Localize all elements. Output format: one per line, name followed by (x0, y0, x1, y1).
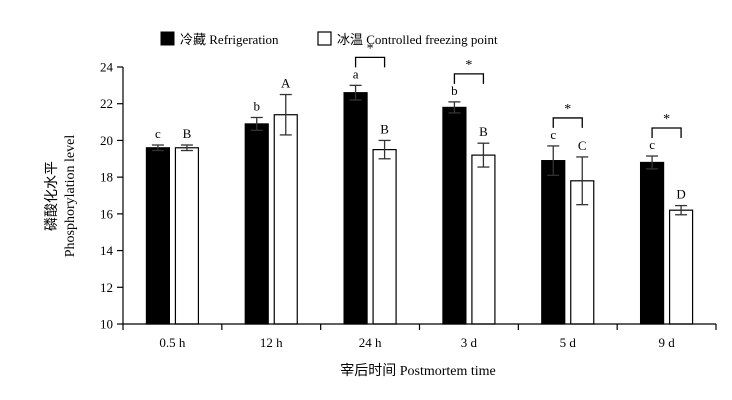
y-axis-title: 磷酸化水平 Phosphorylation level (44, 135, 78, 258)
legend-swatch-controlled-freezing (317, 31, 332, 46)
y-tick-label: 24 (100, 60, 114, 75)
error-bars (151, 84, 688, 216)
y-axis-title-cn: 磷酸化水平 (44, 161, 60, 231)
x-axis-ticks: 0.5 h 12 h 24 h 3 d 5 d 9 d (122, 324, 717, 350)
bar-controlled-freezing (372, 149, 397, 325)
x-tick-label: 24 h (359, 335, 382, 350)
x-tick-label: 12 h (260, 335, 283, 350)
legend: 冷藏 Refrigeration 冰温 Controlled freezing … (160, 31, 498, 47)
legend-label-controlled-freezing: 冰温 Controlled freezing point (337, 32, 498, 47)
bar-refrigeration (541, 160, 566, 325)
significance-bracket (552, 117, 583, 128)
x-tick-label: 5 d (560, 335, 577, 350)
axes (122, 67, 716, 325)
significance-letter: c (649, 137, 655, 152)
bar-controlled-freezing (668, 209, 694, 325)
significance-letter: B (380, 121, 389, 136)
y-tick-label: 18 (100, 170, 113, 185)
bar-refrigeration (244, 123, 269, 325)
bar-refrigeration (639, 161, 665, 325)
significance-letter: C (578, 138, 587, 153)
legend-swatch-refrigeration (160, 31, 175, 46)
significance-star: * (367, 41, 374, 56)
significance-bracket (651, 127, 682, 139)
y-tick-label: 20 (100, 133, 113, 148)
y-axis-title-en: Phosphorylation level (63, 135, 78, 258)
bar-controlled-freezing (471, 154, 496, 325)
significance-star: * (564, 102, 571, 117)
significance-letter: B (183, 126, 192, 141)
bars (145, 92, 694, 325)
bar-controlled-freezing (174, 147, 200, 325)
x-tick-label: 9 d (658, 335, 675, 350)
bar-controlled-freezing (273, 114, 298, 325)
legend-label-refrigeration: 冷藏 Refrigeration (180, 32, 279, 47)
significance-letter: D (676, 187, 685, 202)
bar-refrigeration (442, 106, 467, 325)
significance-letters: c Bb Aa Bb B c C c D (155, 66, 686, 201)
significance-letter: A (281, 76, 291, 91)
significance-letter: c (155, 126, 161, 141)
y-tick-label: 10 (100, 317, 113, 332)
bar-refrigeration (343, 92, 368, 325)
x-axis-title: 宰后时间 Postmortem time (340, 363, 496, 379)
significance-letter: c (550, 127, 556, 142)
significance-star: * (465, 58, 472, 73)
significance-star: * (663, 112, 670, 127)
significance-letter: b (451, 83, 458, 98)
significance-letter: B (479, 124, 488, 139)
y-tick-label: 22 (100, 96, 113, 111)
significance-bracket (453, 73, 485, 84)
significance-bracket (354, 56, 386, 68)
significance-brackets: * * * * (354, 41, 682, 139)
significance-letter: b (254, 98, 261, 113)
y-tick-label: 14 (100, 243, 114, 258)
x-tick-label: 3 d (461, 335, 478, 350)
significance-letter: a (353, 66, 359, 81)
x-tick-label: 0.5 h (159, 335, 186, 350)
y-tick-label: 16 (100, 206, 114, 221)
y-axis-ticks: 10 12 14 16 18 20 22 24 (100, 60, 123, 332)
y-tick-label: 12 (100, 280, 113, 295)
bar-refrigeration (145, 147, 171, 325)
